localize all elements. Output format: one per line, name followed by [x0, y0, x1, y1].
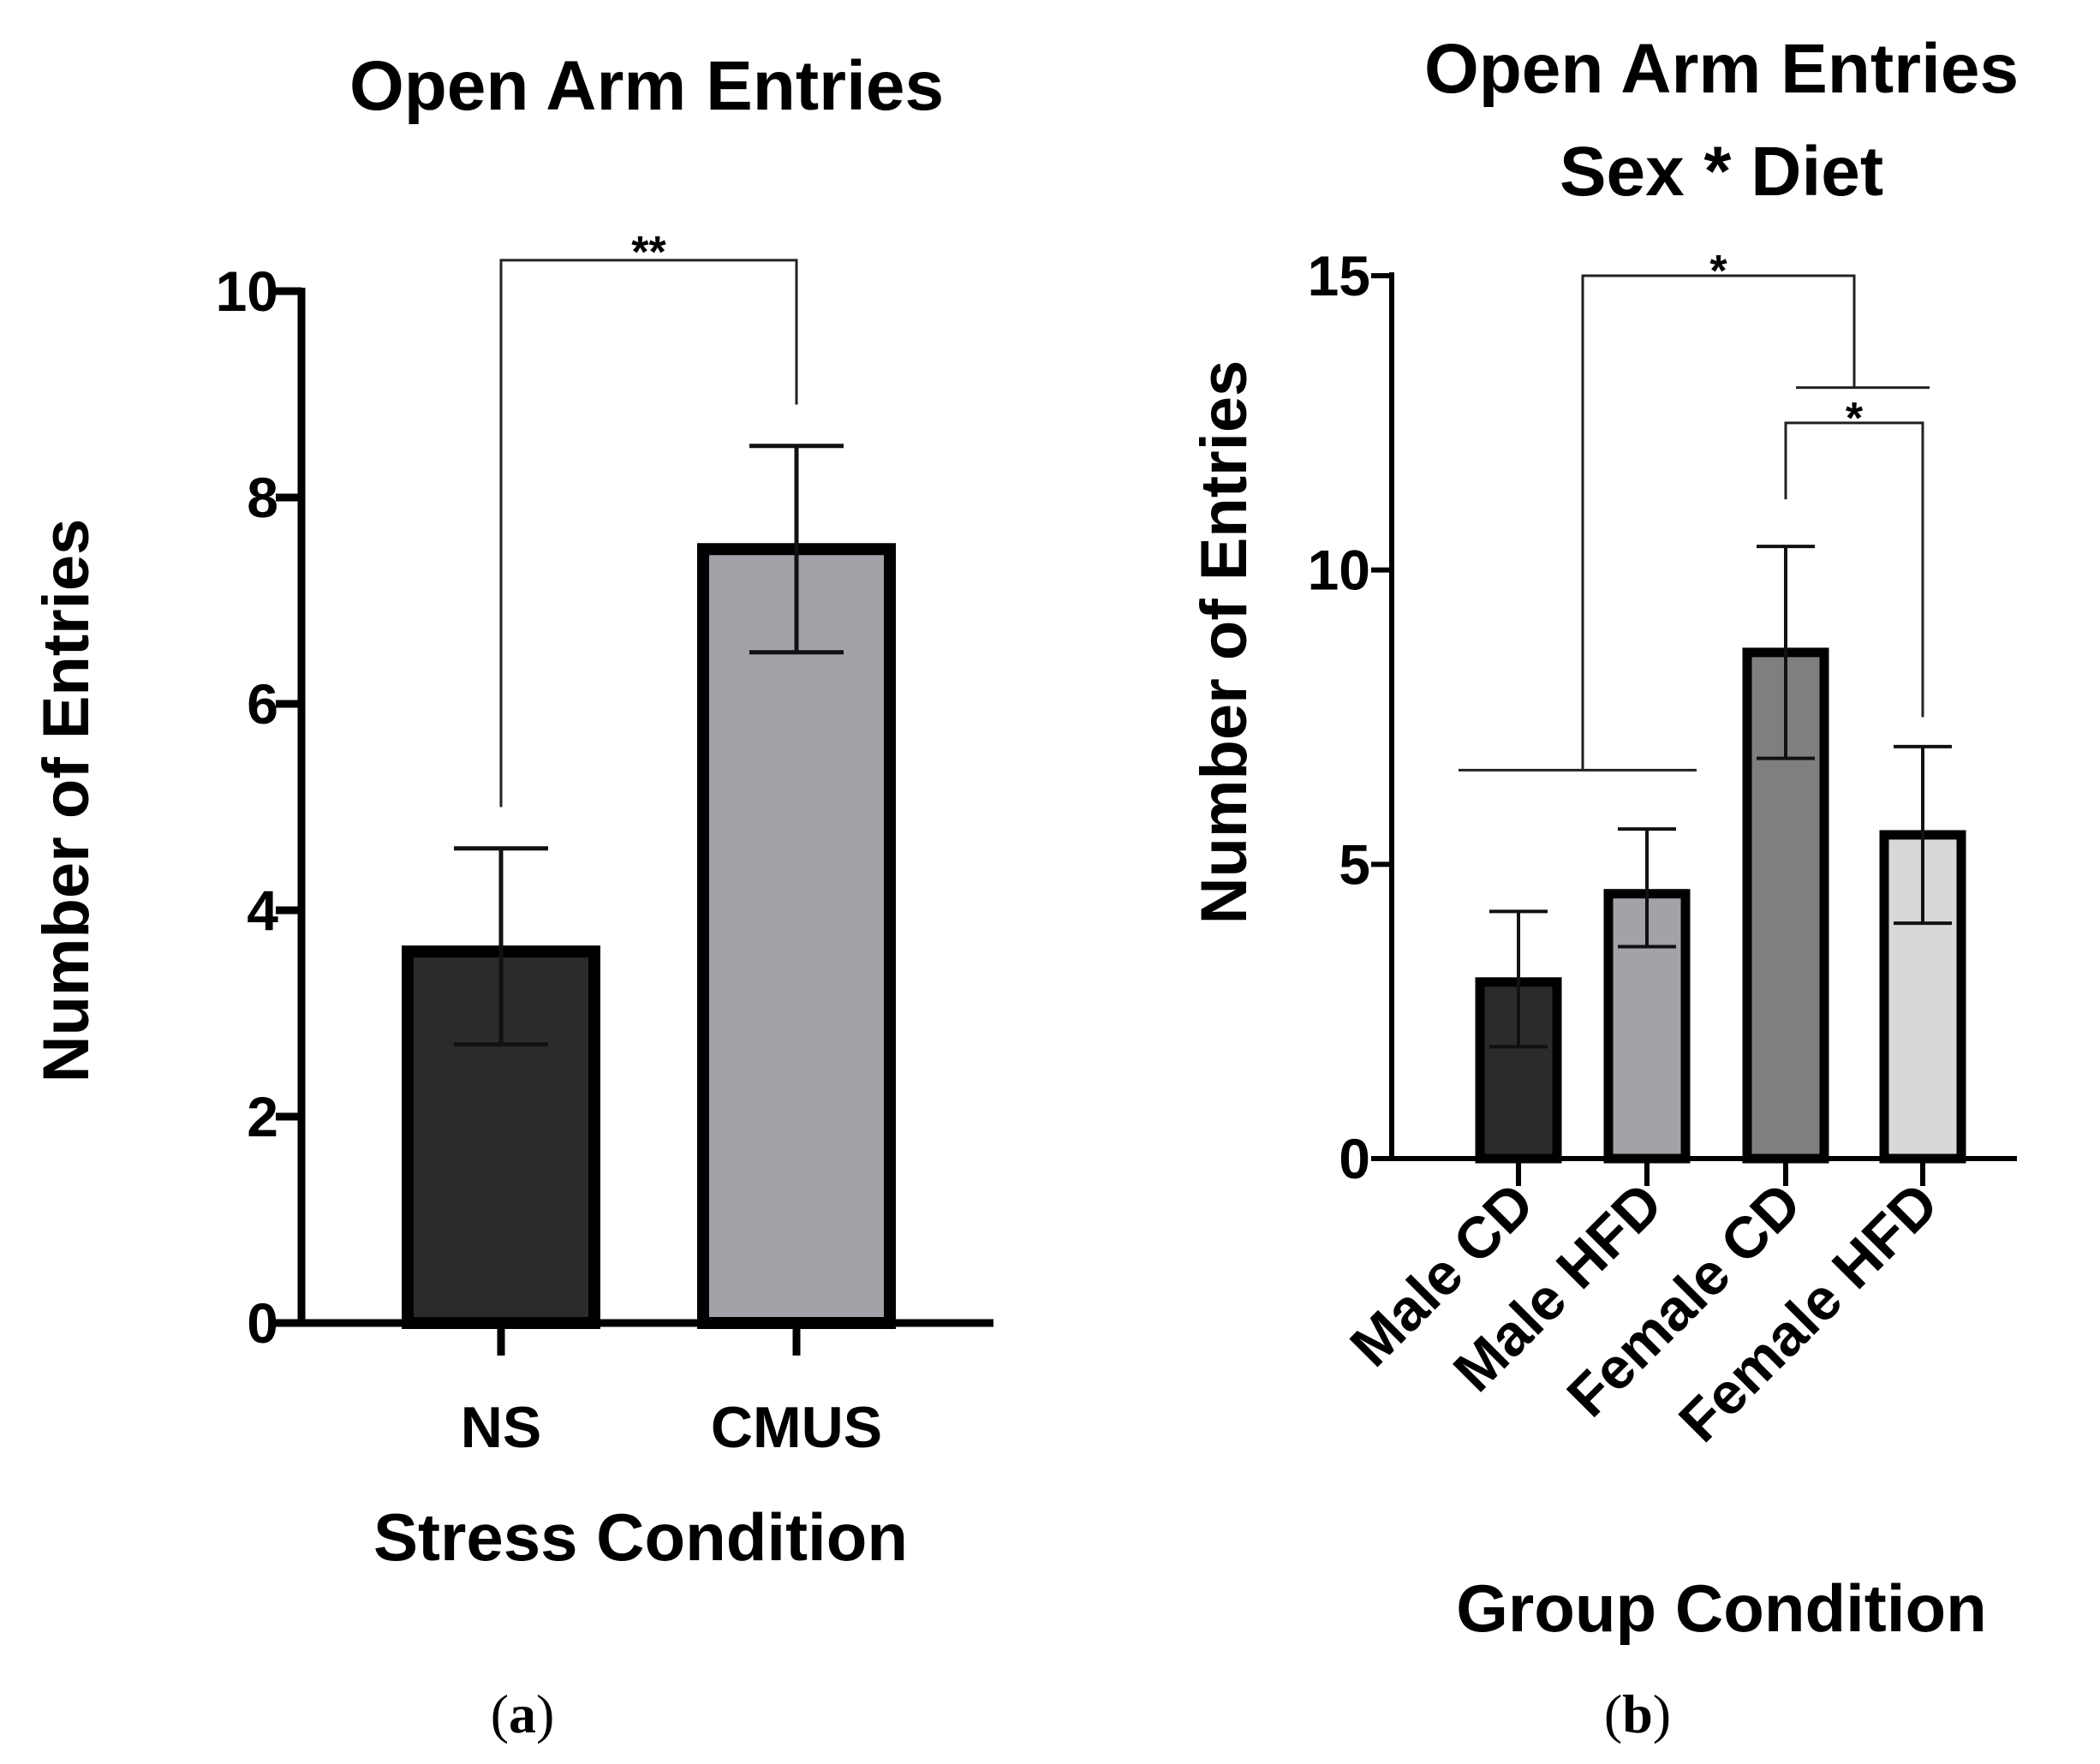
panel-a-y-tick-label: 8	[247, 466, 278, 529]
panel-b-significance-bracket: *	[1784, 394, 1924, 718]
panel-a-y-tick-label: 10	[216, 259, 278, 323]
panel-b-title: Open Arm Entries	[1424, 30, 2019, 108]
panel-b-y-tick-label: 10	[1308, 539, 1370, 602]
panel-b-subtitle: Sex * Diet	[1560, 133, 1883, 211]
panel-b-y-tick-label: 0	[1339, 1127, 1370, 1190]
panel-b-error-bar	[1489, 909, 1548, 1049]
panel-b-significance-bracket: *	[1459, 247, 1930, 772]
panel-a-category-label: NS	[461, 1395, 541, 1460]
panel-b-y-axis-label: Number of Entries	[1188, 361, 1261, 925]
panel-a-y-tick-label: 0	[247, 1291, 278, 1355]
panel-a-error-bar	[749, 444, 844, 655]
panel-a-x-axis-label: Stress Condition	[373, 1499, 908, 1575]
panel-a-significance-bracket: **	[499, 228, 798, 808]
panel-b-bracket-line	[1784, 421, 1924, 718]
panel-b-significance-label: *	[1846, 394, 1864, 444]
panel-a-y-tick-label: 4	[247, 879, 278, 942]
panel-b-caption: (b)	[1604, 1684, 1671, 1744]
panel-b-bracket-line	[1581, 274, 1856, 771]
panel-a-error-bar	[454, 846, 548, 1047]
panel-b-y-tick-label: 5	[1339, 832, 1370, 896]
panel-a-bar	[697, 543, 896, 1329]
panel-a-bracket-line	[499, 259, 798, 808]
panel-b-error-bar	[1894, 744, 1952, 926]
panel-a-y-tick-label: 2	[247, 1085, 278, 1148]
panel-a-y-tick-label: 6	[247, 672, 278, 736]
panel-a-y-axis-label: Number of Entries	[30, 519, 103, 1083]
panel-b-error-bar	[1757, 545, 1815, 760]
panel-b-caption-letter: b	[1622, 1684, 1653, 1744]
panel-a-caption: (a)	[491, 1684, 555, 1744]
panel-b-x-axis-label: Group Condition	[1456, 1570, 1987, 1646]
panel-b-y-tick-label: 15	[1308, 244, 1370, 307]
panel-a: Open Arm Entries Number of Entries Stres…	[30, 47, 993, 1744]
panel-b-significance-label: *	[1709, 247, 1727, 296]
panel-b: Open Arm Entries Sex * Diet Number of En…	[1188, 30, 2019, 1744]
panel-a-caption-letter: a	[509, 1684, 536, 1744]
panel-a-category-label: CMUS	[711, 1395, 882, 1460]
panel-b-error-bar	[1618, 827, 1676, 949]
panel-a-title: Open Arm Entries	[349, 47, 944, 125]
panel-a-significance-label: **	[631, 228, 666, 277]
panel-a-plot-area: 0 2 4 6 8 10 NS CMUS **	[216, 228, 993, 1460]
